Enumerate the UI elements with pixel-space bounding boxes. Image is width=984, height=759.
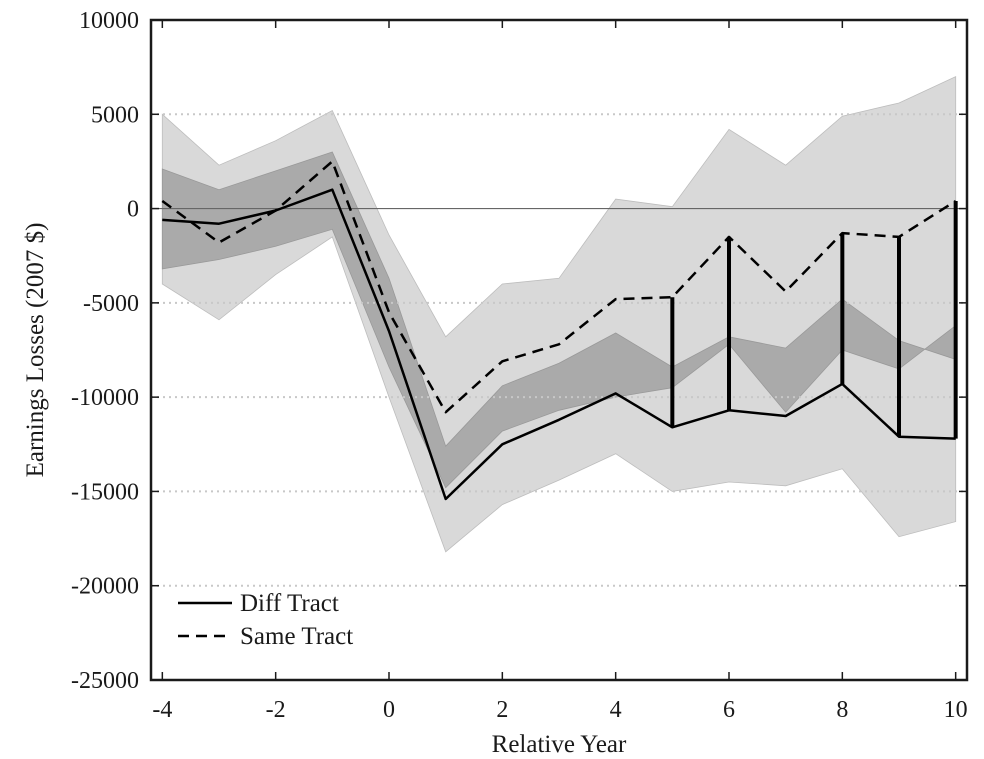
outer-band-area (161, 75, 957, 553)
legend-label-diff-tract: Diff Tract (240, 590, 339, 617)
y-tick-label: -20000 (71, 574, 139, 600)
x-tick-label: 2 (496, 697, 508, 723)
diff-tract-line (162, 188, 956, 501)
same-tract-line (161, 160, 957, 414)
x-axis-title: Relative Year (492, 731, 627, 758)
outer-confidence-band (161, 75, 957, 553)
legend-label-same-tract: Same Tract (240, 623, 353, 650)
y-tick-label: -15000 (71, 479, 139, 505)
x-tick-label: -4 (152, 697, 172, 723)
x-tick-label: 6 (723, 697, 735, 723)
x-tick-label: 10 (944, 697, 968, 723)
y-tick-label: 10000 (79, 8, 139, 34)
y-axis-ticks: 10000 5000 0 -5000 -10000 -15000 -20000 -25000 (71, 8, 967, 694)
plot-area (149, 18, 969, 682)
series-lines (161, 160, 957, 501)
x-tick-label: 8 (836, 697, 848, 723)
y-tick-label: 0 (127, 197, 139, 223)
plot-frame (149, 18, 969, 682)
x-tick-label: 4 (610, 697, 622, 723)
y-tick-label: 5000 (91, 102, 139, 128)
horizontal-gridlines (151, 113, 967, 587)
difference-bars (670, 201, 958, 439)
y-tick-label: -25000 (71, 668, 139, 694)
x-tick-label: -2 (266, 697, 286, 723)
y-tick-label: -10000 (71, 385, 139, 411)
x-axis-ticks: -4 -2 0 2 4 6 8 10 (152, 20, 968, 723)
y-tick-label: -5000 (83, 291, 139, 317)
x-tick-label: 0 (383, 697, 395, 723)
legend: Diff Tract Same Tract (178, 590, 353, 650)
y-axis-title: Earnings Losses (2007 $) (22, 223, 49, 478)
